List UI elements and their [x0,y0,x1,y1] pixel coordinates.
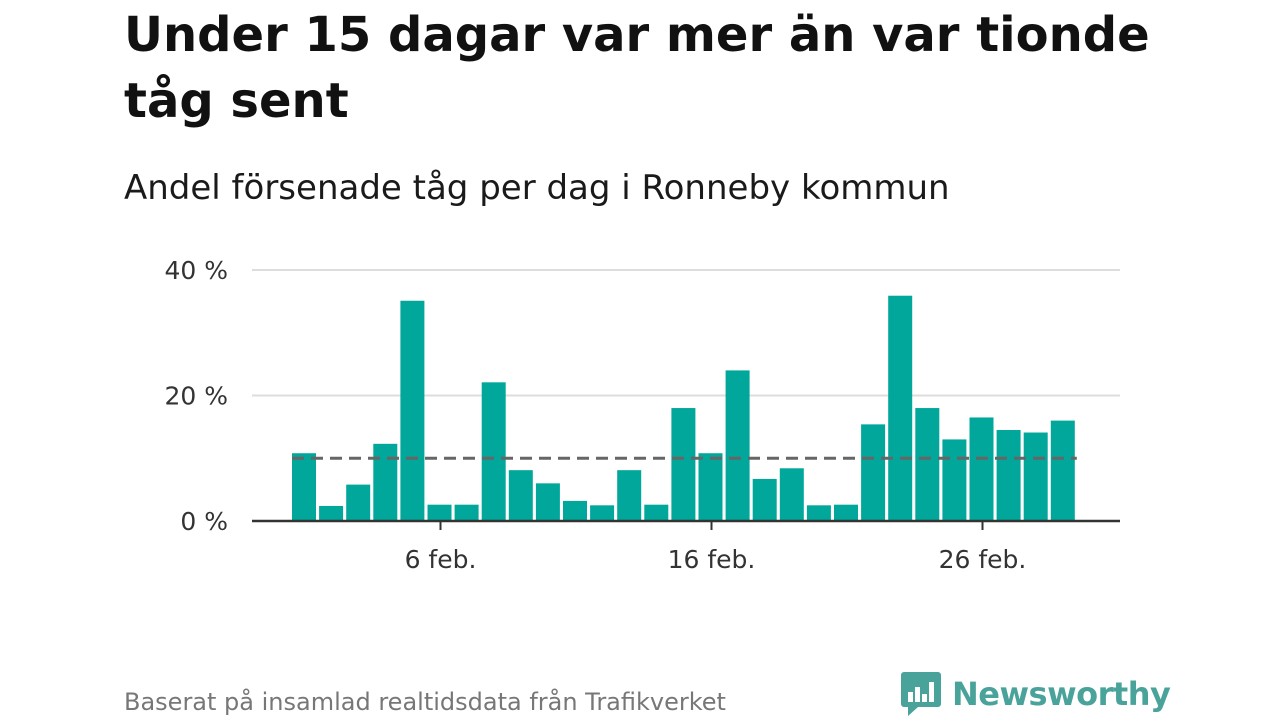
bar [400,300,425,521]
y-tick-label: 40 % [164,256,228,285]
chart-subtitle: Andel försenade tåg per dag i Ronneby ko… [124,168,950,208]
bars [292,295,1075,521]
bar [806,505,831,521]
bar [481,382,506,521]
x-tick-label: 16 feb. [668,545,756,574]
bar [969,417,994,521]
bar [1050,420,1075,521]
bar [834,504,858,521]
chart-title: Under 15 dagar var mer än var tionde tåg… [124,7,1150,129]
axes: 0 % 20 % 40 % 6 feb. 16 feb. 26 feb. [164,256,1120,574]
x-tick-label: 26 feb. [939,545,1027,574]
bar [888,295,913,521]
x-tick-label: 6 feb. [405,545,477,574]
bar [590,505,615,521]
bar [698,453,723,521]
bar [915,408,940,521]
y-tick-label: 20 % [164,382,228,411]
bar [942,439,967,521]
bar [861,424,886,521]
bar [617,470,642,521]
bar [644,504,669,521]
bar [346,484,371,521]
bar [725,370,750,521]
newsworthy-logo-icon [901,672,941,716]
y-tick-label: 0 % [180,507,228,536]
source-note: Baserat på insamlad realtidsdata från Tr… [124,688,726,716]
bar [535,483,560,521]
bar [508,470,533,521]
bar [454,504,479,521]
bar [373,443,398,521]
bar [779,468,804,521]
brand-name: Newsworthy [952,675,1171,713]
bar [427,504,452,521]
gridlines [252,269,1120,397]
bar [996,430,1021,521]
bar [319,505,344,521]
bar [563,500,587,521]
bar [752,478,777,521]
brand-logo: Newsworthy [900,668,1171,720]
bar-chart: 0 % 20 % 40 % 6 feb. 16 feb. 26 feb. [164,256,1120,574]
bar [671,408,696,521]
bar [1023,432,1048,521]
bar [292,453,316,521]
